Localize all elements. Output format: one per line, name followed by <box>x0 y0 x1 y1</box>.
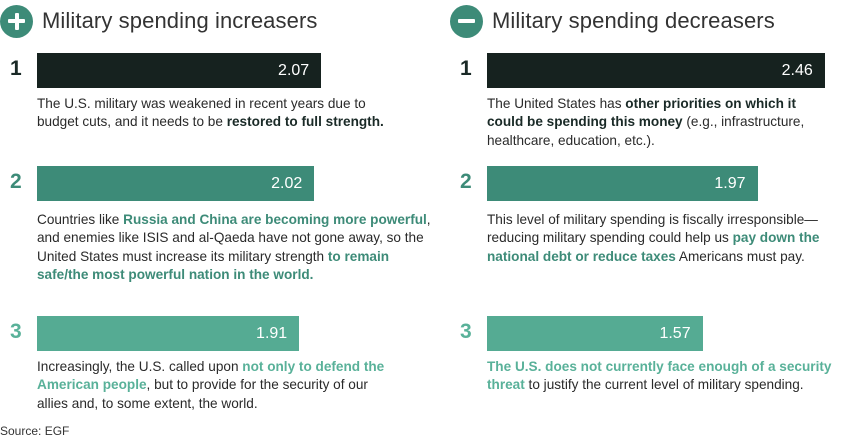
desc-text: Countries like <box>37 212 124 227</box>
desc-text: to justify the current level of military… <box>524 377 804 393</box>
decreasers-bar-3: 1.57 <box>487 316 703 351</box>
highlight-text: restored to full strength. <box>226 114 384 130</box>
highlight-text: other priorities on which it could be sp… <box>487 96 796 130</box>
decreasers-bar-2-label: 1.97 <box>714 175 746 192</box>
decreasers-title: Military spending decreasers <box>492 8 775 33</box>
increasers-bar-1-label: 2.07 <box>278 62 310 79</box>
increasers-bar-3-label: 1.91 <box>256 325 288 342</box>
desc-text: The United States has <box>487 96 626 111</box>
minus-icon <box>450 4 483 38</box>
desc-text: Increasingly, the U.S. called upon <box>37 359 243 374</box>
decreasers-bar-3-label: 1.57 <box>659 325 691 342</box>
plus-icon <box>0 4 33 38</box>
decreasers-desc-2: This level of military spending is fisca… <box>487 211 857 266</box>
decreasers-rank-3: 3 <box>460 320 472 343</box>
desc-text: The U.S. military was weakened in recent… <box>37 96 366 130</box>
decreasers-desc-1: The United States has other priorities o… <box>487 95 817 150</box>
highlight-text: pay down the national debt or reduce tax… <box>487 230 820 264</box>
increasers-desc-2: Countries like Russia and China are beco… <box>37 211 432 284</box>
desc-text: This level of military spending is fisca… <box>487 212 818 246</box>
highlight-text: to remain safe/the most powerful nation … <box>37 248 390 282</box>
increasers-title: Military spending increasers <box>42 8 318 33</box>
decreasers-rank-1: 1 <box>460 57 472 80</box>
desc-text: (e.g., infrastructure, healthcare, educa… <box>487 114 805 148</box>
increasers-header: Military spending increasers <box>0 4 317 38</box>
decreasers-rank-2: 2 <box>460 170 472 193</box>
decreasers-column: Military spending decreasers 1 2.46 The … <box>450 0 867 420</box>
increasers-bar-1: 2.07 <box>37 53 322 88</box>
source-note: Source: EGF <box>0 424 70 438</box>
desc-text: , and enemies like ISIS and al-Qaeda hav… <box>37 212 431 264</box>
decreasers-desc-3: The U.S. does not currently face enough … <box>487 358 842 395</box>
highlight-text: not only to defend the American people <box>37 359 385 393</box>
decreasers-bar-1: 2.46 <box>487 53 825 88</box>
decreasers-bar-2: 1.97 <box>487 166 758 201</box>
increasers-rank-2: 2 <box>10 170 22 193</box>
highlight-text: The U.S. does not currently face enough … <box>487 359 832 393</box>
increasers-desc-1: The U.S. military was weakened in recent… <box>37 95 407 132</box>
increasers-rank-3: 3 <box>10 320 22 343</box>
desc-text: Americans must pay. <box>675 248 805 264</box>
increasers-column: Military spending increasers 1 2.07 The … <box>0 0 431 420</box>
decreasers-bar-1-label: 2.46 <box>781 62 813 79</box>
highlight-text: Russia and China are becoming more power… <box>123 212 427 227</box>
increasers-bar-2-label: 2.02 <box>271 175 303 192</box>
increasers-rank-1: 1 <box>10 57 22 80</box>
increasers-bar-3: 1.91 <box>37 316 300 351</box>
decreasers-header: Military spending decreasers <box>450 4 775 38</box>
increasers-bar-2: 2.02 <box>37 166 315 201</box>
desc-text: , but to provide for the security of our… <box>37 377 368 411</box>
increasers-desc-3: Increasingly, the U.S. called upon not o… <box>37 358 387 413</box>
